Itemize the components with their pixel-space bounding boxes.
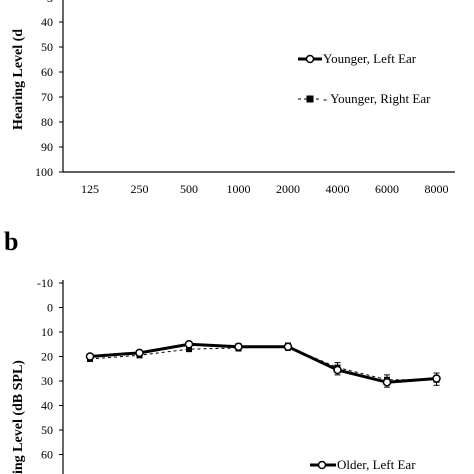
- x-tick-label-a: 1000: [227, 182, 251, 196]
- series-line-older-left: [89, 342, 437, 384]
- x-tick-label-a: 6000: [375, 182, 399, 196]
- x-tick-label-a: 2000: [276, 182, 300, 196]
- x-tick-label-a: 125: [81, 182, 99, 196]
- data-point-older-left: [234, 342, 243, 351]
- y-tick-label-a: 40: [41, 15, 53, 29]
- y-tick-label-b: 40: [41, 399, 53, 413]
- y-tick-label-a: 70: [41, 90, 53, 104]
- legend-label-younger-left: Younger, Left Ear: [323, 51, 417, 66]
- data-point-older-left: [184, 340, 194, 349]
- y-axis-label-a: Hearing Level (d: [11, 29, 26, 130]
- y-tick-label-b: 10: [41, 325, 53, 339]
- data-point-older-left: [333, 365, 342, 375]
- y-tick-label-b: 30: [41, 374, 53, 388]
- panel-label-b: b: [4, 227, 18, 256]
- y-tick-label-a: 100: [35, 165, 53, 179]
- y-axis-label-b: ing Level (dB SPL): [11, 360, 26, 474]
- series-line-older-right: [89, 346, 437, 381]
- x-tick-label-a: 4000: [326, 182, 350, 196]
- data-point-older-left: [135, 348, 144, 358]
- data-point-older-left: [85, 352, 95, 361]
- data-point-older-left: [382, 377, 392, 387]
- y-tick-label-b: 20: [41, 350, 53, 364]
- y-tick-label-a: 90: [41, 140, 53, 154]
- y-tick-label-a: 50: [41, 40, 53, 54]
- y-tick-label-b: 50: [41, 423, 53, 437]
- legend-label-older-left: Older, Left Ear: [337, 457, 416, 472]
- legend-marker-younger-right: [306, 95, 314, 103]
- legend-marker-older-left: [317, 460, 327, 470]
- y-tick-label-a-partial: 3: [47, 0, 53, 5]
- y-tick-label-b: -10: [37, 276, 53, 290]
- data-point-older-left: [432, 374, 441, 383]
- x-tick-label-a: 500: [180, 182, 198, 196]
- x-tick-label-a: 8000: [425, 182, 449, 196]
- x-tick-label-a: 250: [131, 182, 149, 196]
- legend-marker-younger-left: [305, 54, 315, 64]
- data-point-older-left: [283, 342, 293, 351]
- y-tick-label-a: 80: [41, 115, 53, 129]
- y-tick-label-b: 60: [41, 448, 53, 462]
- y-tick-label-a: 60: [41, 65, 53, 79]
- y-tick-label-b: 0: [47, 301, 53, 315]
- data-point-older-right: [186, 346, 192, 353]
- legend-label-younger-right: - Younger, Right Ear: [323, 91, 431, 106]
